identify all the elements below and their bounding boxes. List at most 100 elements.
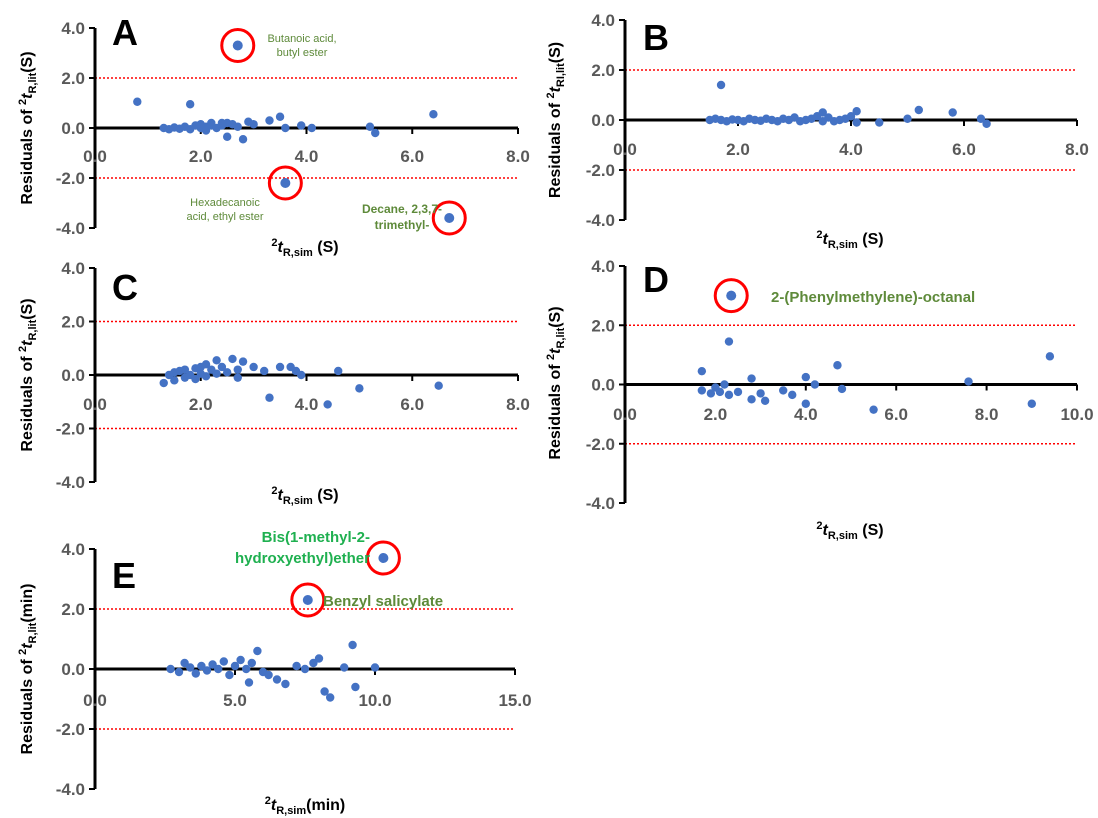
y-tick-label: 0.0 [61, 366, 85, 385]
x-tick-label: 4.0 [295, 395, 319, 414]
x-axis-label: 2tR,sim (S) [271, 237, 338, 259]
panel-letter: C [112, 267, 138, 308]
x-axis-label: 2tR,sim (S) [816, 229, 883, 251]
data-point [818, 108, 827, 117]
data-point [260, 366, 269, 376]
y-tick-label: -4.0 [56, 473, 85, 492]
data-point [265, 393, 274, 402]
data-point [429, 110, 438, 119]
data-point [837, 384, 847, 394]
data-point [166, 664, 175, 674]
highlight-circle [431, 200, 467, 236]
data-point [233, 373, 242, 382]
data-point [716, 80, 726, 90]
data-point [365, 122, 375, 131]
data-point [351, 682, 360, 692]
y-tick-label: 2.0 [591, 61, 615, 80]
annotation-label: butyl ester [277, 47, 328, 59]
highlight-circle [267, 165, 303, 201]
x-tick-label: 6.0 [400, 147, 424, 166]
x-tick-label: 10.0 [1060, 405, 1093, 424]
x-tick-label: 4.0 [839, 140, 863, 159]
label-sub: R,sim [276, 805, 306, 817]
data-point [875, 118, 884, 127]
annotation-label: acid, ethyl ester [186, 211, 263, 223]
data-point [801, 372, 810, 382]
data-point [370, 663, 380, 672]
y-tick-label: 2.0 [591, 316, 615, 335]
data-point [833, 361, 842, 370]
x-tick-label: 5.0 [223, 691, 247, 710]
label-unit: (S) [19, 51, 36, 72]
y-axis-label: Residuals of 2tRI,lit(S) [545, 42, 567, 198]
panel-e: 4.0 2.0 0.0 -2.0 -4.0 0.0 5.0 10.0 15.0 Bis(1-met… [17, 529, 532, 817]
highlight-circle [220, 28, 256, 63]
annotated-point [444, 213, 455, 223]
data-point [185, 100, 195, 109]
data-point [297, 121, 306, 130]
data-point [201, 126, 211, 135]
y-axis-label: Residuals of 2tR,lit(S) [545, 306, 567, 459]
data-point [801, 399, 810, 408]
y-tick-label: 4.0 [61, 540, 85, 559]
data-point [244, 678, 254, 687]
annotation-label: Butanoic acid, [267, 33, 336, 45]
panel-a: 4.0 2.0 0.0 -2.0 -4.0 0.0 2.0 4.0 6.0 8.0 Butanoic… [17, 12, 530, 259]
data-point [238, 357, 248, 366]
label-sup: 2 [816, 520, 822, 532]
x-tick-label: 4.0 [295, 147, 319, 166]
data-point [323, 400, 332, 409]
y-tick-label: -4.0 [56, 219, 85, 238]
data-point [756, 389, 765, 398]
data-point [236, 655, 245, 665]
label-prefix: Residuals of [19, 655, 36, 755]
x-tick-label: 0.0 [83, 395, 107, 414]
data-point [340, 663, 349, 672]
y-tick-label: 4.0 [591, 257, 615, 276]
data-point [272, 675, 282, 684]
data-point [264, 670, 273, 680]
y-tick-label: 0.0 [591, 376, 615, 395]
label-sup: 2 [545, 92, 557, 98]
label-sup: 2 [271, 237, 277, 249]
y-tick-label: -2.0 [586, 161, 615, 180]
data-point [724, 337, 734, 346]
label-unit: (S) [313, 487, 339, 504]
label-sup: 2 [17, 346, 29, 352]
data-point [371, 128, 380, 138]
data-point [903, 114, 912, 123]
data-point [964, 377, 973, 386]
data-point [228, 354, 237, 364]
data-point [788, 390, 797, 400]
label-sub: R,lit [27, 72, 39, 93]
data-point [314, 654, 324, 663]
label-sup: 2 [265, 795, 271, 807]
label-main: t [278, 487, 284, 504]
panel-c: 4.0 2.0 0.0 -2.0 -4.0 0.0 2.0 4.0 6.0 8.0 C Residua… [17, 259, 530, 507]
data-point [976, 114, 986, 123]
annotation-label: Bis(1-methyl-2- [262, 529, 370, 546]
data-point [207, 118, 216, 128]
annotated-point [232, 40, 243, 51]
highlight-circle [290, 582, 326, 618]
label-unit: (S) [858, 231, 884, 248]
data-point [191, 374, 200, 384]
label-sub: RI,lit [555, 63, 567, 87]
label-sub: R,sim [283, 247, 313, 259]
label-main: t [547, 348, 564, 354]
data-point [281, 679, 290, 689]
x-tick-label: 6.0 [952, 140, 976, 159]
x-tick-label: 8.0 [506, 147, 530, 166]
y-axis-label: Residuals of 2tR,lit(S) [17, 298, 39, 451]
annotation-label: Decane, 2,3,7- [362, 202, 442, 216]
y-tick-label: -2.0 [586, 435, 615, 454]
data-point [242, 664, 251, 674]
label-prefix: Residuals of [547, 99, 564, 199]
x-tick-label: 0.0 [613, 140, 637, 159]
y-tick-label: 4.0 [591, 11, 615, 30]
data-point [715, 387, 725, 397]
label-sub: R,lit [27, 319, 39, 340]
x-tick-label: 8.0 [506, 395, 530, 414]
x-tick-label: 0.0 [83, 147, 107, 166]
